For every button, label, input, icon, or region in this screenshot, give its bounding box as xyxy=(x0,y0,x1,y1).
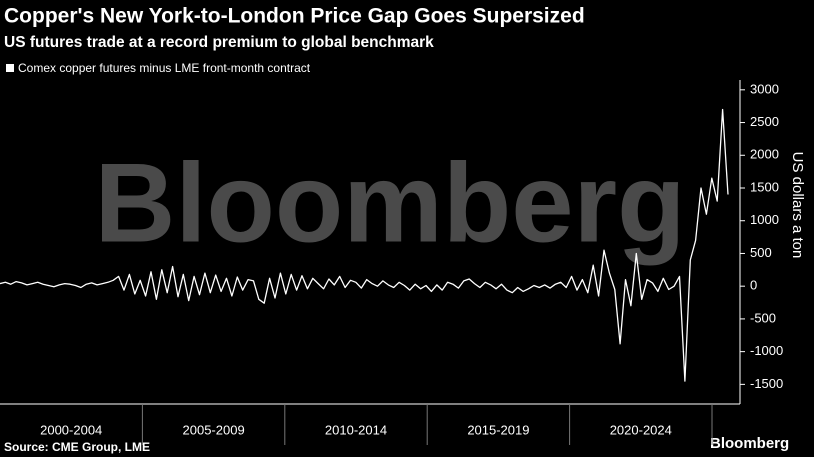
y-tick-label: -1500 xyxy=(750,376,783,391)
legend-swatch xyxy=(6,64,14,72)
y-tick-label: 500 xyxy=(750,245,772,260)
source: Source: CME Group, LME xyxy=(4,440,150,454)
y-tick-label: 3000 xyxy=(750,81,779,96)
brand-logo: Bloomberg xyxy=(710,435,789,452)
x-tick-label: 2000-2004 xyxy=(40,422,102,437)
y-axis-label: US dollars a ton xyxy=(789,152,806,259)
y-tick-label: 1000 xyxy=(750,212,779,227)
x-tick-label: 2015-2019 xyxy=(467,422,529,437)
watermark: Bloomberg xyxy=(94,141,685,266)
chart-title: Copper's New York-to-London Price Gap Go… xyxy=(4,5,585,28)
y-tick-label: 2000 xyxy=(750,147,779,162)
y-tick-label: 0 xyxy=(750,278,757,293)
x-tick-label: 2010-2014 xyxy=(325,422,387,437)
x-tick-label: 2005-2009 xyxy=(183,422,245,437)
y-tick-label: 1500 xyxy=(750,179,779,194)
x-tick-label: 2020-2024 xyxy=(610,422,672,437)
data-line xyxy=(0,108,729,382)
chart-subtitle: US futures trade at a record premium to … xyxy=(4,34,434,51)
y-tick-label: -1000 xyxy=(750,343,783,358)
legend-label: Comex copper futures minus LME front-mon… xyxy=(18,61,311,75)
y-tick-label: 2500 xyxy=(750,114,779,129)
y-tick-label: -500 xyxy=(750,310,776,325)
